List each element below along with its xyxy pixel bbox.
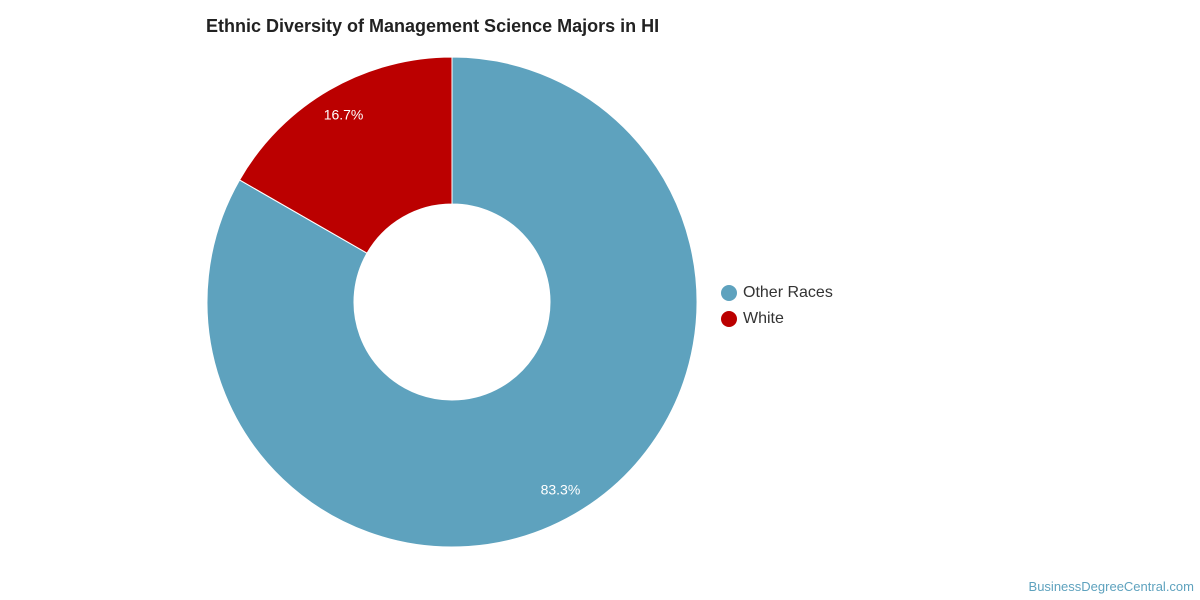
watermark[interactable]: BusinessDegreeCentral.com — [1028, 579, 1194, 594]
legend-label-white: White — [743, 310, 784, 327]
chart-title: Ethnic Diversity of Management Science M… — [206, 16, 660, 36]
legend-item-white[interactable]: White — [721, 306, 833, 332]
slice-white[interactable] — [238, 56, 453, 254]
slice-label-other-races: 83.3% — [541, 481, 581, 497]
legend: Other Races White — [721, 280, 833, 332]
slice-label-white: 16.7% — [324, 107, 364, 123]
legend-swatch-white — [721, 311, 737, 327]
slice-other-races[interactable] — [206, 56, 698, 548]
legend-item-other-races[interactable]: Other Races — [721, 280, 833, 306]
legend-swatch-other-races — [721, 285, 737, 301]
donut-slices — [206, 56, 698, 548]
legend-label-other-races: Other Races — [743, 284, 833, 301]
slice-labels: 83.3% 16.7% — [324, 107, 581, 498]
